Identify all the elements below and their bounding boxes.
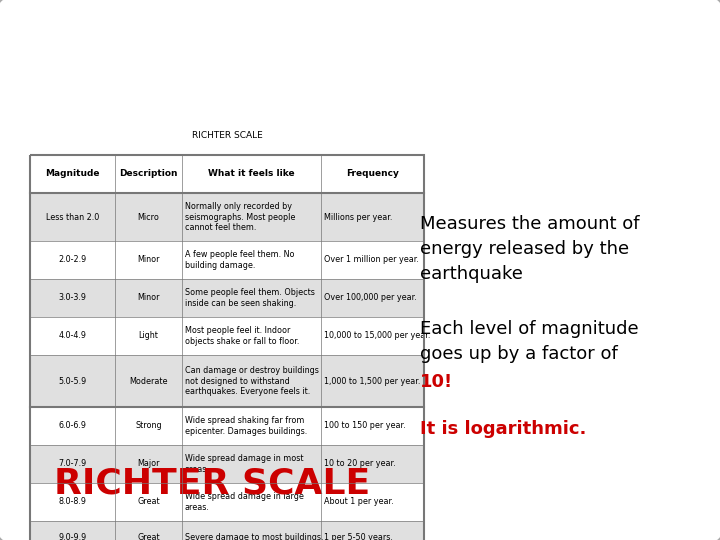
Text: Wide spread damage in large
areas.: Wide spread damage in large areas. — [185, 492, 304, 512]
Text: 4.0-4.9: 4.0-4.9 — [58, 332, 86, 341]
Bar — [30, 317, 424, 355]
Text: Some people feel them. Objects
inside can be seen shaking.: Some people feel them. Objects inside ca… — [185, 288, 315, 308]
Text: Major: Major — [138, 460, 160, 469]
Text: Great: Great — [137, 497, 160, 507]
Text: Over 1 million per year.: Over 1 million per year. — [324, 255, 419, 265]
Bar — [30, 155, 424, 540]
Text: Magnitude: Magnitude — [45, 170, 100, 179]
Bar — [30, 407, 424, 445]
Text: 10 to 20 per year.: 10 to 20 per year. — [324, 460, 395, 469]
Text: 1,000 to 1,500 per year.: 1,000 to 1,500 per year. — [324, 376, 420, 386]
Text: Can damage or destroy buildings
not designed to withstand
earthquakes. Everyone : Can damage or destroy buildings not desi… — [185, 366, 319, 396]
Text: Each level of magnitude
goes up by a factor of: Each level of magnitude goes up by a fac… — [420, 320, 639, 363]
Text: Wide spread damage in most
areas.: Wide spread damage in most areas. — [185, 454, 303, 474]
Bar — [30, 241, 424, 279]
Text: Minor: Minor — [138, 294, 160, 302]
Bar — [30, 155, 424, 193]
Text: Most people feel it. Indoor
objects shake or fall to floor.: Most people feel it. Indoor objects shak… — [185, 326, 300, 346]
Bar — [30, 355, 424, 407]
Text: Moderate: Moderate — [129, 376, 168, 386]
Text: Description: Description — [120, 170, 178, 179]
Text: Millions per year.: Millions per year. — [324, 213, 392, 221]
Text: 9.0-9.9: 9.0-9.9 — [58, 532, 86, 540]
Text: Normally only recorded by
seismographs. Most people
cannot feel them.: Normally only recorded by seismographs. … — [185, 202, 295, 232]
Text: Great: Great — [137, 532, 160, 540]
Text: Minor: Minor — [138, 255, 160, 265]
Text: RICHTER SCALE: RICHTER SCALE — [54, 467, 370, 500]
Text: 5.0-5.9: 5.0-5.9 — [58, 376, 86, 386]
Text: 6.0-6.9: 6.0-6.9 — [58, 422, 86, 430]
Text: Over 100,000 per year.: Over 100,000 per year. — [324, 294, 417, 302]
Text: 7.0-7.9: 7.0-7.9 — [58, 460, 86, 469]
Text: 3.0-3.9: 3.0-3.9 — [58, 294, 86, 302]
Text: Measures the amount of
energy released by the
earthquake: Measures the amount of energy released b… — [420, 215, 639, 283]
Bar — [30, 483, 424, 521]
Text: Frequency: Frequency — [346, 170, 399, 179]
Text: Wide spread shaking far from
epicenter. Damages buildings.: Wide spread shaking far from epicenter. … — [185, 416, 307, 436]
Text: 10,000 to 15,000 per year.: 10,000 to 15,000 per year. — [324, 332, 431, 341]
Text: 100 to 150 per year.: 100 to 150 per year. — [324, 422, 405, 430]
Text: It is logarithmic.: It is logarithmic. — [420, 420, 586, 438]
Bar — [30, 193, 424, 241]
Text: What it feels like: What it feels like — [208, 170, 294, 179]
Text: 1 per 5-50 years.: 1 per 5-50 years. — [324, 532, 392, 540]
Text: Micro: Micro — [138, 213, 159, 221]
Bar — [30, 521, 424, 540]
Text: Light: Light — [138, 332, 158, 341]
Text: 10!: 10! — [420, 373, 453, 391]
Text: A few people feel them. No
building damage.: A few people feel them. No building dama… — [185, 250, 294, 270]
Bar — [30, 279, 424, 317]
Text: Less than 2.0: Less than 2.0 — [46, 213, 99, 221]
Text: 2.0-2.9: 2.0-2.9 — [58, 255, 86, 265]
Text: 8.0-8.9: 8.0-8.9 — [58, 497, 86, 507]
Text: Strong: Strong — [135, 422, 162, 430]
Text: Severe damage to most buildings.: Severe damage to most buildings. — [185, 532, 323, 540]
Bar — [30, 445, 424, 483]
Text: RICHTER SCALE: RICHTER SCALE — [192, 131, 262, 140]
Text: About 1 per year.: About 1 per year. — [324, 497, 394, 507]
